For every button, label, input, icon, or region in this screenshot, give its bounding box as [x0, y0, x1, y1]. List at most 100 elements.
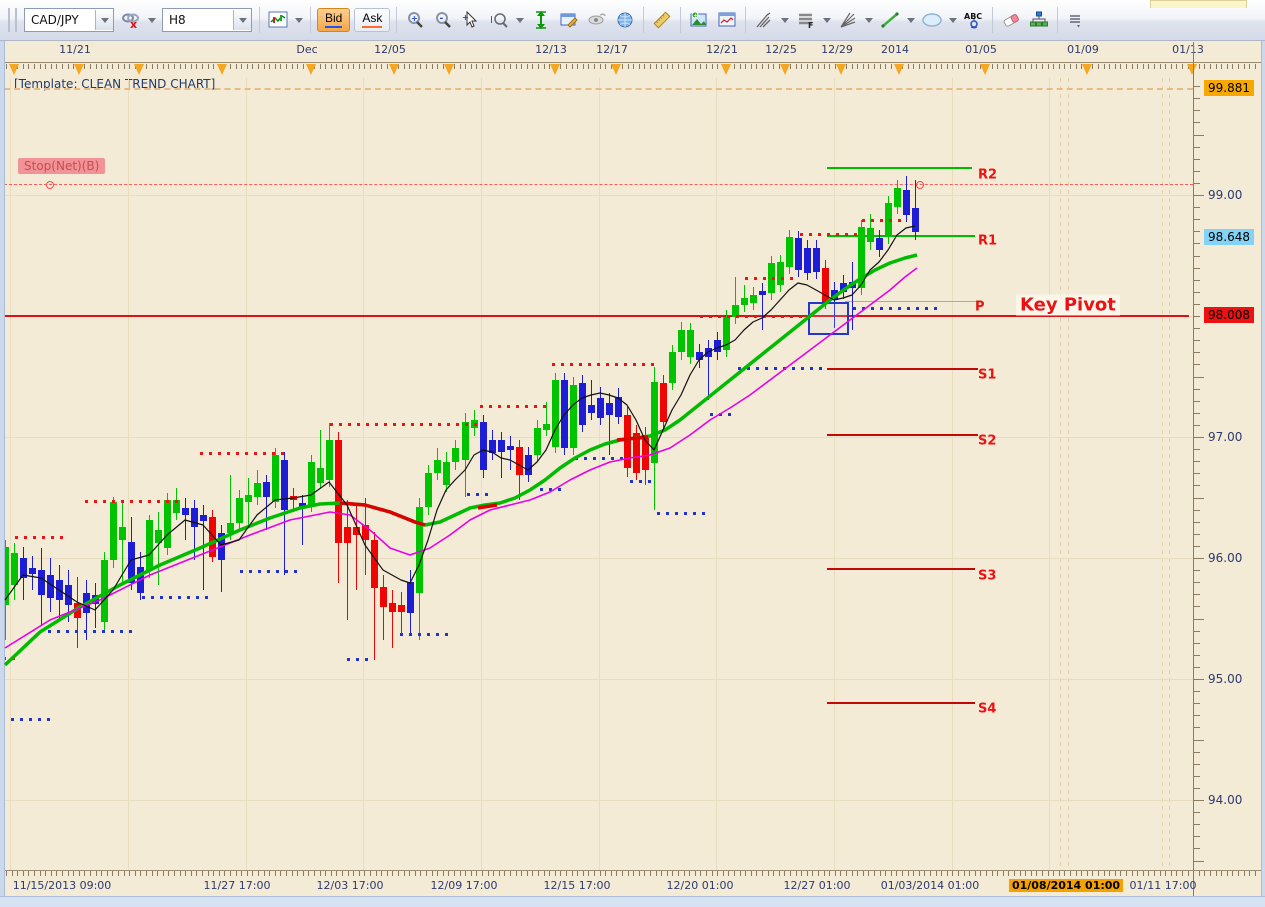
stop-order-badge[interactable]: Stop(Net)(B)	[18, 158, 106, 174]
pivot-level-line-s1	[827, 368, 978, 370]
candle	[119, 527, 126, 540]
axis-tick	[812, 64, 814, 69]
axis-tick	[280, 64, 282, 69]
chart-plot-area[interactable]: [Template: CLEAN TREND CHART] Stop(Net)(…	[4, 78, 1193, 870]
ellipse-icon[interactable]	[919, 7, 945, 33]
axis-tick	[1194, 182, 1200, 184]
axis-tick	[140, 871, 142, 876]
ask-button[interactable]: Ask	[354, 8, 391, 32]
axis-tick	[409, 871, 411, 876]
support-dot	[258, 570, 261, 573]
axis-tick	[319, 871, 321, 876]
candle	[29, 568, 36, 574]
axis-tick	[50, 64, 52, 69]
axis-tick	[39, 64, 41, 69]
trendline-dropdown-caret[interactable]	[907, 17, 916, 23]
axis-tick	[437, 64, 439, 69]
zoom-in-icon[interactable]: +	[402, 7, 428, 33]
symbol-select[interactable]: CAD/JPY	[24, 8, 114, 32]
axis-tick	[1187, 871, 1189, 876]
axis-tick	[459, 871, 461, 876]
price-axis[interactable]: 99.00 97.00 96.00 95.00 94.00 99.881 98.648 98.…	[1193, 42, 1265, 897]
gann-fan-icon[interactable]	[835, 7, 861, 33]
resistance-dot	[456, 423, 459, 426]
candle-wick	[392, 590, 393, 648]
support-dot	[169, 596, 172, 599]
globe-icon[interactable]	[612, 7, 638, 33]
symbol-dropdown[interactable]	[95, 10, 113, 30]
zoom-out-icon[interactable]: -	[430, 7, 456, 33]
axis-tick	[549, 871, 551, 876]
chart-type-icon[interactable]	[265, 7, 291, 33]
axis-tick	[1075, 871, 1077, 876]
axis-tick	[1194, 86, 1200, 88]
top-date-axis[interactable]: 11/21 Dec 12/05 12/13 12/17 12/21 12/25 12/29 20…	[0, 43, 1265, 61]
axis-tick	[129, 871, 131, 876]
chart-window-icon[interactable]	[714, 7, 740, 33]
ruler-icon[interactable]	[649, 7, 675, 33]
resistance-dot	[375, 423, 378, 426]
support-dot	[347, 658, 350, 661]
template-label: [Template: CLEAN TREND CHART]	[14, 78, 216, 91]
zoom-box-icon[interactable]: I	[486, 7, 512, 33]
hierarchy-icon[interactable]	[1026, 7, 1052, 33]
axis-tick	[1098, 871, 1099, 876]
resistance-dot	[51, 536, 54, 539]
axis-tick	[1030, 871, 1032, 876]
timeframe-dropdown[interactable]	[233, 10, 251, 30]
resistance-dot	[615, 363, 618, 366]
candle	[840, 283, 847, 292]
axis-tick	[56, 871, 58, 876]
eraser-icon[interactable]	[998, 7, 1024, 33]
axis-tick	[157, 64, 159, 69]
price-badge: 98.648	[1204, 229, 1254, 245]
zoom-box-dropdown-caret[interactable]	[516, 17, 525, 23]
pitchfork-dropdown-caret[interactable]	[781, 17, 790, 23]
ellipse-dropdown-caret[interactable]	[949, 17, 958, 23]
fibonacci-icon[interactable]: F	[793, 7, 819, 33]
axis-tick	[1194, 170, 1200, 172]
axis-tick	[1194, 412, 1200, 414]
axis-tick	[185, 64, 187, 69]
trendline-icon[interactable]	[877, 7, 903, 33]
toolbar-grip[interactable]	[8, 8, 17, 32]
bottom-date-axis[interactable]: 11/15/2013 09:00 11/27 17:00 12/03 17:00 12…	[4, 870, 1261, 898]
hide-eye-icon[interactable]	[584, 7, 610, 33]
chart-type-dropdown-caret[interactable]	[295, 17, 303, 23]
axis-tick	[442, 871, 444, 876]
support-dot	[756, 367, 759, 370]
resistance-dot	[474, 423, 477, 426]
candle-wick	[852, 262, 853, 330]
axis-tick	[958, 871, 959, 876]
support-dot	[880, 307, 883, 310]
axis-tick	[577, 64, 579, 69]
bid-button[interactable]: Bid	[317, 8, 351, 32]
fibonacci-dropdown-caret[interactable]	[823, 17, 832, 23]
unlink-icon[interactable]: x	[118, 7, 144, 33]
candle	[38, 570, 45, 595]
gann-fan-dropdown-caret[interactable]	[865, 17, 874, 23]
unlink-dropdown-caret[interactable]	[148, 17, 156, 23]
candle	[110, 502, 117, 560]
more-menu-icon[interactable]	[1063, 7, 1089, 33]
candle	[876, 238, 883, 250]
axis-tick	[588, 64, 590, 69]
axis-tick	[902, 871, 903, 876]
pitchfork-icon[interactable]	[751, 7, 777, 33]
text-abc-icon[interactable]: ABC	[961, 7, 987, 33]
axis-tick	[454, 871, 455, 876]
window-tab-sliver	[1150, 0, 1247, 8]
vertical-scale-icon[interactable]	[528, 7, 554, 33]
axis-tick	[246, 64, 248, 69]
add-image-icon[interactable]: +	[686, 7, 712, 33]
pivot-label-s4: S4	[978, 701, 997, 717]
axis-tick	[1194, 691, 1200, 693]
axis-tick	[1194, 134, 1204, 136]
resistance-dot	[709, 315, 712, 318]
pointer-add-icon[interactable]: +	[458, 7, 484, 33]
axis-tick	[336, 871, 338, 876]
axis-tick	[750, 871, 752, 876]
timeframe-select[interactable]: H8	[162, 8, 252, 32]
edit-window-icon[interactable]	[556, 7, 582, 33]
axis-tick	[1081, 871, 1083, 876]
